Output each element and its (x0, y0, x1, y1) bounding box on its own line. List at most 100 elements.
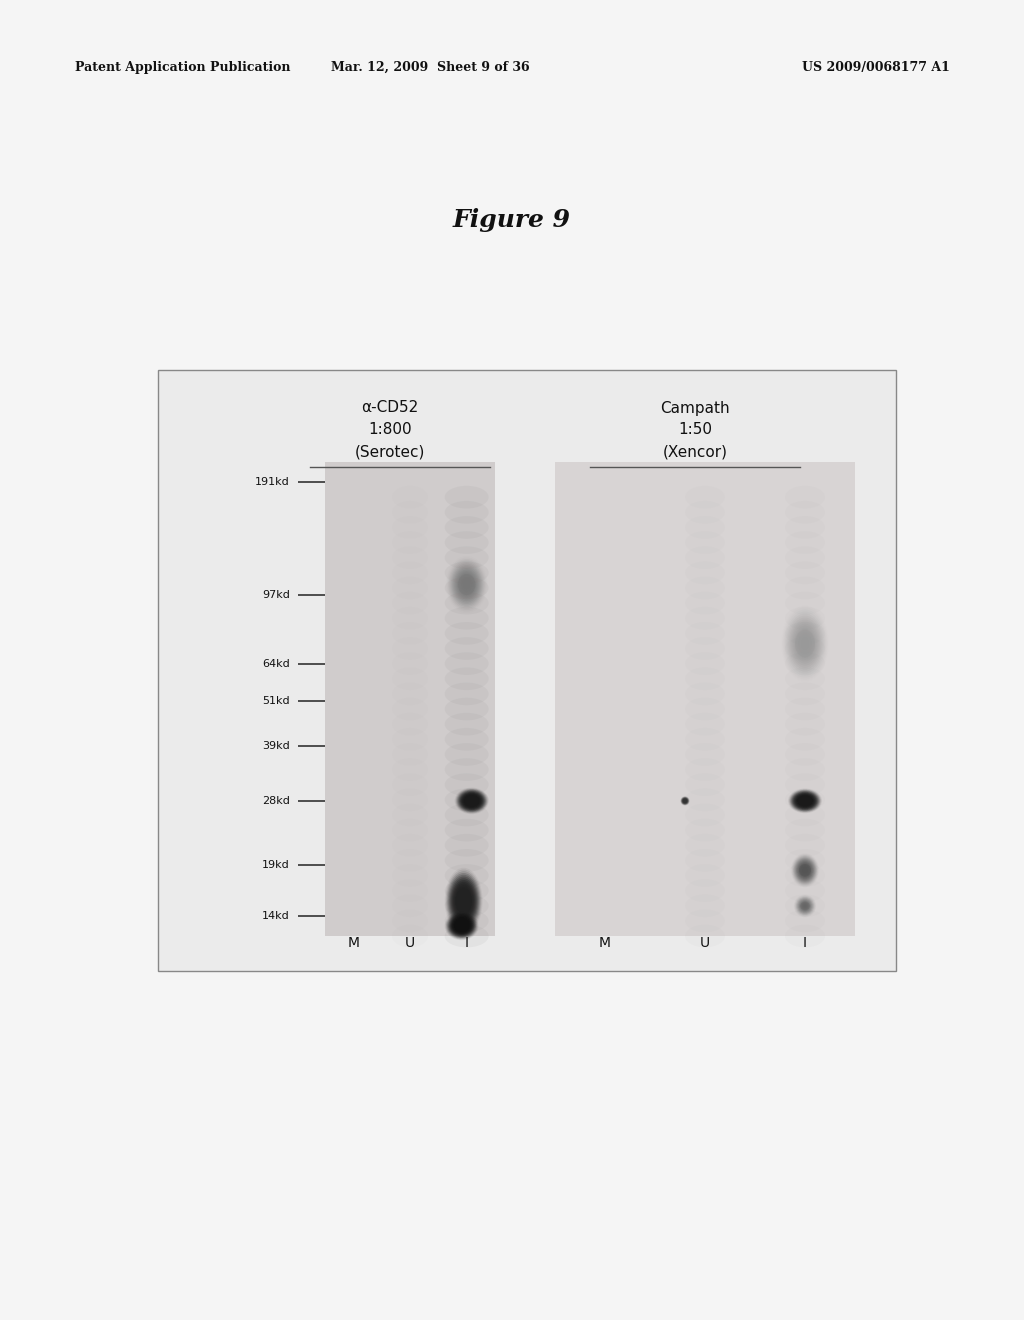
Ellipse shape (445, 870, 481, 932)
Ellipse shape (444, 865, 488, 887)
Ellipse shape (681, 796, 689, 805)
Text: 1:50: 1:50 (678, 422, 712, 437)
Ellipse shape (684, 800, 686, 803)
Ellipse shape (803, 904, 807, 908)
Ellipse shape (455, 886, 473, 917)
Text: I: I (465, 936, 469, 950)
Ellipse shape (685, 834, 725, 857)
Ellipse shape (681, 797, 689, 805)
Ellipse shape (785, 818, 825, 841)
Ellipse shape (444, 895, 488, 917)
Ellipse shape (794, 626, 816, 661)
Ellipse shape (798, 631, 812, 656)
Ellipse shape (797, 861, 813, 880)
Ellipse shape (785, 909, 825, 932)
Ellipse shape (785, 668, 825, 690)
Ellipse shape (785, 698, 825, 721)
Text: 191kd: 191kd (255, 477, 290, 487)
Ellipse shape (457, 888, 471, 913)
Ellipse shape (802, 903, 809, 909)
Ellipse shape (471, 800, 472, 801)
Ellipse shape (795, 630, 815, 657)
Ellipse shape (462, 793, 481, 809)
Ellipse shape (444, 788, 488, 812)
Ellipse shape (799, 796, 811, 805)
Ellipse shape (457, 572, 476, 598)
Ellipse shape (685, 668, 725, 690)
Ellipse shape (682, 797, 688, 804)
Ellipse shape (460, 924, 464, 928)
Ellipse shape (459, 892, 469, 909)
Ellipse shape (785, 607, 825, 630)
Ellipse shape (685, 622, 725, 644)
Ellipse shape (793, 855, 818, 886)
Ellipse shape (785, 727, 825, 751)
Text: 28kd: 28kd (262, 796, 290, 807)
Ellipse shape (458, 791, 485, 812)
Ellipse shape (685, 486, 725, 508)
Ellipse shape (444, 867, 482, 935)
Ellipse shape (463, 793, 480, 808)
Ellipse shape (454, 566, 480, 602)
Ellipse shape (796, 859, 814, 880)
Ellipse shape (459, 791, 484, 810)
Ellipse shape (456, 788, 487, 813)
Ellipse shape (788, 789, 821, 813)
Text: 64kd: 64kd (262, 659, 290, 669)
Ellipse shape (458, 891, 470, 912)
Ellipse shape (799, 863, 811, 878)
Ellipse shape (685, 895, 725, 917)
Bar (325, 462, 495, 936)
Ellipse shape (785, 531, 825, 554)
Ellipse shape (685, 818, 725, 841)
Ellipse shape (444, 638, 488, 660)
Ellipse shape (456, 887, 472, 915)
Ellipse shape (798, 898, 813, 913)
Ellipse shape (685, 561, 725, 585)
Ellipse shape (466, 797, 477, 805)
Ellipse shape (444, 924, 488, 948)
Ellipse shape (681, 797, 689, 805)
Ellipse shape (785, 743, 825, 766)
Ellipse shape (685, 713, 725, 735)
Ellipse shape (785, 804, 825, 826)
Text: I: I (803, 936, 807, 950)
Ellipse shape (444, 879, 488, 902)
Ellipse shape (469, 799, 474, 803)
Ellipse shape (444, 652, 488, 675)
Ellipse shape (444, 607, 488, 630)
Ellipse shape (684, 800, 686, 801)
Ellipse shape (792, 791, 818, 810)
Ellipse shape (796, 898, 814, 915)
Ellipse shape (468, 799, 475, 804)
Ellipse shape (459, 574, 474, 595)
Ellipse shape (464, 795, 480, 808)
Ellipse shape (444, 834, 488, 857)
Bar (555, 462, 855, 936)
Ellipse shape (445, 912, 478, 940)
Ellipse shape (802, 799, 808, 803)
Ellipse shape (451, 562, 483, 607)
Ellipse shape (785, 516, 825, 539)
Ellipse shape (444, 804, 488, 826)
Ellipse shape (444, 577, 488, 599)
Ellipse shape (444, 500, 488, 524)
Ellipse shape (459, 924, 464, 928)
Ellipse shape (803, 800, 807, 803)
Text: (Xencor): (Xencor) (663, 445, 727, 459)
Ellipse shape (797, 898, 813, 915)
Ellipse shape (794, 792, 817, 809)
Ellipse shape (792, 622, 819, 665)
Ellipse shape (461, 792, 482, 809)
Ellipse shape (461, 896, 467, 907)
Ellipse shape (799, 862, 812, 878)
Ellipse shape (802, 799, 809, 804)
Ellipse shape (450, 561, 484, 609)
Ellipse shape (790, 619, 820, 668)
Ellipse shape (444, 849, 488, 871)
Ellipse shape (685, 924, 725, 948)
Text: 51kd: 51kd (262, 696, 290, 706)
Bar (158, 370, 896, 972)
Ellipse shape (446, 871, 480, 931)
Ellipse shape (452, 564, 482, 606)
